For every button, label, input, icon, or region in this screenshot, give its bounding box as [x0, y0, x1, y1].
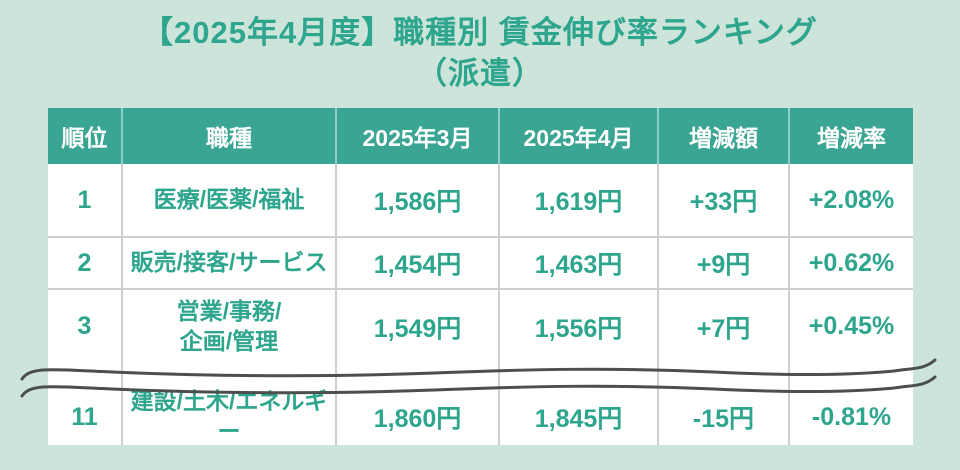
header-april-wage: 2025年4月	[500, 108, 659, 164]
job-cell-row11: 建設/土木/エネルギー	[123, 363, 337, 445]
job-cell-row3: 営業/事務/ 企画/管理	[123, 290, 337, 363]
header-march-wage: 2025年3月	[337, 108, 500, 164]
page-title: 【2025年4月度】職種別 賃金伸び率ランキング （派遣）	[0, 12, 960, 94]
march-wage-cell-row1: 1,586円	[337, 164, 500, 238]
diff-amount-cell-row11: -15円	[659, 363, 790, 445]
april-wage-cell-row2: 1,463円	[500, 238, 659, 290]
april-wage-cell-row3: 1,556円	[500, 290, 659, 363]
diff-amount-cell-row2: +9円	[659, 238, 790, 290]
diff-amount-cell-row1: +33円	[659, 164, 790, 238]
header-diff-rate: 増減率	[790, 108, 913, 164]
header-rank: 順位	[48, 108, 123, 164]
job-cell-row1: 医療/医薬/福祉	[123, 164, 337, 238]
page-title-line1: 【2025年4月度】職種別 賃金伸び率ランキング	[142, 15, 818, 50]
april-wage-cell-row11: 1,845円	[500, 363, 659, 445]
header-diff-amount: 増減額	[659, 108, 790, 164]
job-cell-row3-line2: 企画/管理	[179, 327, 279, 354]
diff-rate-cell-row3: +0.45%	[790, 290, 913, 363]
page-title-line2: （派遣）	[416, 56, 544, 91]
diff-rate-cell-row2: +0.62%	[790, 238, 913, 290]
wage-ranking-table: 順位 職種 2025年3月 2025年4月 増減額 増減率 1 医療/医薬/福祉…	[48, 108, 913, 445]
april-wage-cell-row1: 1,619円	[500, 164, 659, 238]
job-cell-row3-line1: 営業/事務/	[176, 297, 282, 324]
header-job: 職種	[123, 108, 337, 164]
job-cell-row2: 販売/接客/サービス	[123, 238, 337, 290]
rank-cell-row3: 3	[48, 290, 123, 363]
rank-cell-row11: 11	[48, 363, 123, 445]
march-wage-cell-row3: 1,549円	[337, 290, 500, 363]
march-wage-cell-row11: 1,860円	[337, 363, 500, 445]
diff-rate-cell-row1: +2.08%	[790, 164, 913, 238]
diff-amount-cell-row3: +7円	[659, 290, 790, 363]
rank-cell-row2: 2	[48, 238, 123, 290]
diff-rate-cell-row11: -0.81%	[790, 363, 913, 445]
rank-cell-row1: 1	[48, 164, 123, 238]
march-wage-cell-row2: 1,454円	[337, 238, 500, 290]
